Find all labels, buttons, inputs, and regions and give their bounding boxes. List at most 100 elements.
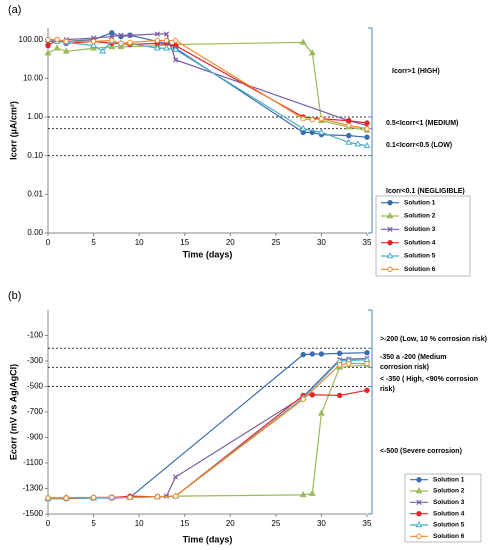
annotation: <-500 (Severe corrosion)	[380, 448, 462, 455]
x-tick-label: 35	[363, 238, 372, 247]
series-line	[47, 39, 368, 147]
x-tick-label: 0	[46, 238, 51, 247]
marker	[363, 141, 371, 149]
marker	[364, 360, 370, 367]
x-tick-label: 20	[226, 238, 235, 247]
marker	[299, 124, 307, 131]
marker	[172, 57, 179, 63]
marker	[53, 44, 61, 51]
marker	[45, 42, 51, 49]
marker	[317, 409, 325, 416]
marker	[386, 252, 394, 259]
x-tick-label: 5	[91, 519, 96, 528]
marker	[63, 495, 69, 501]
marker	[386, 212, 394, 219]
x-tick-label: 30	[317, 519, 326, 528]
marker	[153, 44, 161, 51]
marker	[127, 32, 133, 38]
marker	[336, 357, 344, 364]
annotation: Icorr>1 (HIGH)	[392, 68, 440, 75]
series-line	[48, 352, 368, 500]
marker	[363, 355, 371, 363]
x-tick-label: 25	[271, 238, 280, 247]
legend-label: Solution 4	[404, 239, 436, 246]
marker	[346, 132, 352, 139]
x-tick-label: 0	[46, 519, 51, 528]
marker	[364, 125, 370, 132]
y-tick-label: 1.00	[27, 112, 43, 121]
marker	[416, 510, 422, 517]
marker	[127, 494, 133, 501]
marker	[345, 138, 353, 145]
y-tick-label: -500	[27, 382, 44, 391]
legend-label: Solution 5	[404, 253, 436, 260]
marker	[346, 122, 352, 129]
annotation: < -350 ( High, <90% corrosion risk)	[380, 376, 479, 393]
y-tick-label: 10.00	[23, 73, 44, 82]
marker	[163, 44, 170, 51]
legend-label: Solution 5	[433, 522, 465, 529]
y-tick-label: -900	[27, 433, 44, 442]
x-tick-label: 10	[135, 519, 144, 528]
marker	[163, 37, 170, 44]
marker	[109, 33, 115, 40]
series-line	[47, 41, 368, 131]
x-tick-label: 15	[180, 238, 189, 247]
marker	[172, 474, 179, 480]
marker	[90, 41, 98, 48]
marker	[336, 362, 343, 368]
annotation: 0.1<Icorr<0.5 (LOW)	[386, 142, 453, 149]
marker	[118, 32, 124, 38]
legend-label: Solution 2	[433, 488, 465, 495]
y-tick-label: -100	[27, 331, 44, 340]
x-tick-label: 35	[363, 519, 372, 528]
marker	[346, 118, 352, 124]
legend-label: Solution 2	[404, 213, 436, 220]
x-tick-label: 25	[271, 519, 280, 528]
series-line	[48, 39, 368, 130]
marker	[108, 43, 116, 50]
marker	[387, 266, 393, 273]
legend-label: Solution 1	[404, 199, 436, 206]
marker	[354, 140, 362, 147]
marker	[172, 45, 180, 52]
marker	[309, 351, 316, 357]
marker	[336, 392, 343, 399]
marker	[109, 494, 115, 501]
marker	[387, 239, 393, 246]
marker	[62, 47, 70, 54]
legend-box	[404, 473, 482, 543]
marker	[45, 495, 51, 501]
marker	[336, 350, 343, 357]
marker	[300, 116, 306, 122]
y-axis-label: Icorr (µA/cm²)	[8, 101, 18, 160]
marker	[346, 360, 352, 367]
marker	[309, 117, 316, 123]
marker	[415, 487, 423, 494]
panel-label: (b)	[8, 290, 21, 302]
marker	[387, 199, 393, 206]
y-tick-label: 0.10	[27, 151, 43, 160]
marker	[54, 36, 60, 43]
marker	[300, 396, 306, 402]
marker	[172, 37, 179, 44]
marker	[364, 350, 370, 356]
marker	[99, 47, 107, 54]
marker	[300, 351, 306, 358]
series-line	[48, 389, 368, 499]
marker	[299, 491, 307, 498]
y-tick-label: 0.01	[27, 189, 43, 198]
marker	[172, 493, 179, 499]
marker	[154, 494, 161, 500]
x-tick-label: 10	[135, 238, 144, 247]
panel-label: (a)	[8, 4, 21, 16]
marker	[63, 38, 69, 45]
x-axis-label: Time (days)	[183, 249, 233, 259]
marker	[109, 37, 115, 44]
marker	[308, 489, 316, 496]
annotation: -350 a -200 (Medium corrosion risk)	[380, 354, 447, 371]
x-tick-label: 20	[226, 519, 235, 528]
marker	[416, 476, 422, 483]
